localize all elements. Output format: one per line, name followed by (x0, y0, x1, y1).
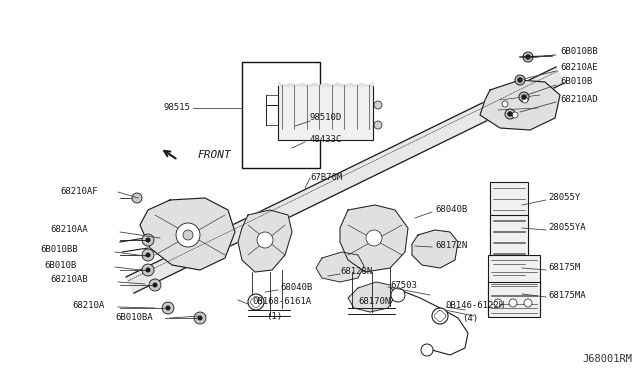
Circle shape (525, 55, 531, 60)
Text: 68172N: 68172N (435, 241, 467, 250)
Text: 68170N: 68170N (358, 298, 390, 307)
Bar (242, 62, 320, 168)
Circle shape (142, 264, 154, 276)
Bar (488, 255, 540, 313)
Polygon shape (340, 205, 408, 272)
Text: 67503: 67503 (390, 280, 417, 289)
Polygon shape (412, 230, 458, 268)
Circle shape (145, 267, 150, 273)
Circle shape (149, 279, 161, 291)
Circle shape (166, 305, 170, 311)
Bar (488, 282, 540, 317)
Text: 68040B: 68040B (435, 205, 467, 215)
Circle shape (391, 288, 405, 302)
Circle shape (502, 101, 508, 107)
Circle shape (162, 302, 174, 314)
Circle shape (145, 237, 150, 243)
Circle shape (366, 230, 382, 246)
Text: 6B010B: 6B010B (44, 260, 76, 269)
Text: 68175MA: 68175MA (548, 291, 586, 299)
Circle shape (421, 344, 433, 356)
Polygon shape (480, 80, 560, 130)
Circle shape (515, 75, 525, 85)
Circle shape (519, 92, 529, 102)
Text: 68210AB: 68210AB (50, 276, 88, 285)
Polygon shape (316, 252, 364, 282)
Text: 6B010BB: 6B010BB (40, 246, 77, 254)
Text: 28055Y: 28055Y (548, 193, 580, 202)
Text: 98510D: 98510D (310, 113, 342, 122)
Circle shape (142, 249, 154, 261)
Circle shape (132, 193, 142, 203)
Circle shape (512, 112, 518, 118)
Circle shape (248, 294, 264, 310)
Text: 68128N: 68128N (340, 267, 372, 276)
Circle shape (374, 101, 382, 109)
Circle shape (494, 299, 502, 307)
Circle shape (432, 308, 448, 324)
Circle shape (509, 299, 517, 307)
Text: 68210AA: 68210AA (50, 225, 88, 234)
Text: 67B70M: 67B70M (310, 173, 342, 183)
Text: (1): (1) (266, 311, 282, 321)
Circle shape (505, 109, 515, 119)
Circle shape (257, 232, 273, 248)
Text: 98515: 98515 (163, 103, 190, 112)
Circle shape (183, 230, 193, 240)
Text: 6B010BA: 6B010BA (115, 314, 152, 323)
Circle shape (508, 112, 513, 116)
Text: 0B146-6122H: 0B146-6122H (445, 301, 504, 310)
Text: 68210AF: 68210AF (60, 187, 98, 196)
Circle shape (522, 97, 528, 103)
Text: 28055YA: 28055YA (548, 224, 586, 232)
Circle shape (374, 121, 382, 129)
Text: 68040B: 68040B (280, 283, 312, 292)
Text: 48433C: 48433C (310, 135, 342, 144)
Text: 6B010BB: 6B010BB (560, 48, 598, 57)
Circle shape (145, 253, 150, 257)
Text: 68210A: 68210A (72, 301, 104, 310)
Circle shape (176, 223, 200, 247)
Circle shape (523, 52, 533, 62)
Bar (278, 85, 373, 140)
Bar (490, 215, 528, 280)
Circle shape (518, 77, 522, 83)
Circle shape (194, 312, 206, 324)
Polygon shape (348, 282, 395, 312)
Text: 68210AD: 68210AD (560, 96, 598, 105)
Text: FRONT: FRONT (198, 150, 232, 160)
Text: J68001RM: J68001RM (582, 354, 632, 364)
Text: (4): (4) (462, 314, 478, 324)
Text: 68175M: 68175M (548, 263, 580, 273)
Polygon shape (126, 67, 564, 293)
Polygon shape (140, 198, 235, 270)
Circle shape (198, 315, 202, 321)
Circle shape (152, 282, 157, 288)
Text: 6B010B: 6B010B (560, 77, 592, 87)
Polygon shape (238, 210, 292, 272)
Circle shape (522, 94, 527, 99)
Text: 0B168-6161A: 0B168-6161A (252, 298, 311, 307)
Circle shape (142, 234, 154, 246)
Bar (490, 182, 528, 260)
Circle shape (524, 299, 532, 307)
Text: 68210AE: 68210AE (560, 64, 598, 73)
